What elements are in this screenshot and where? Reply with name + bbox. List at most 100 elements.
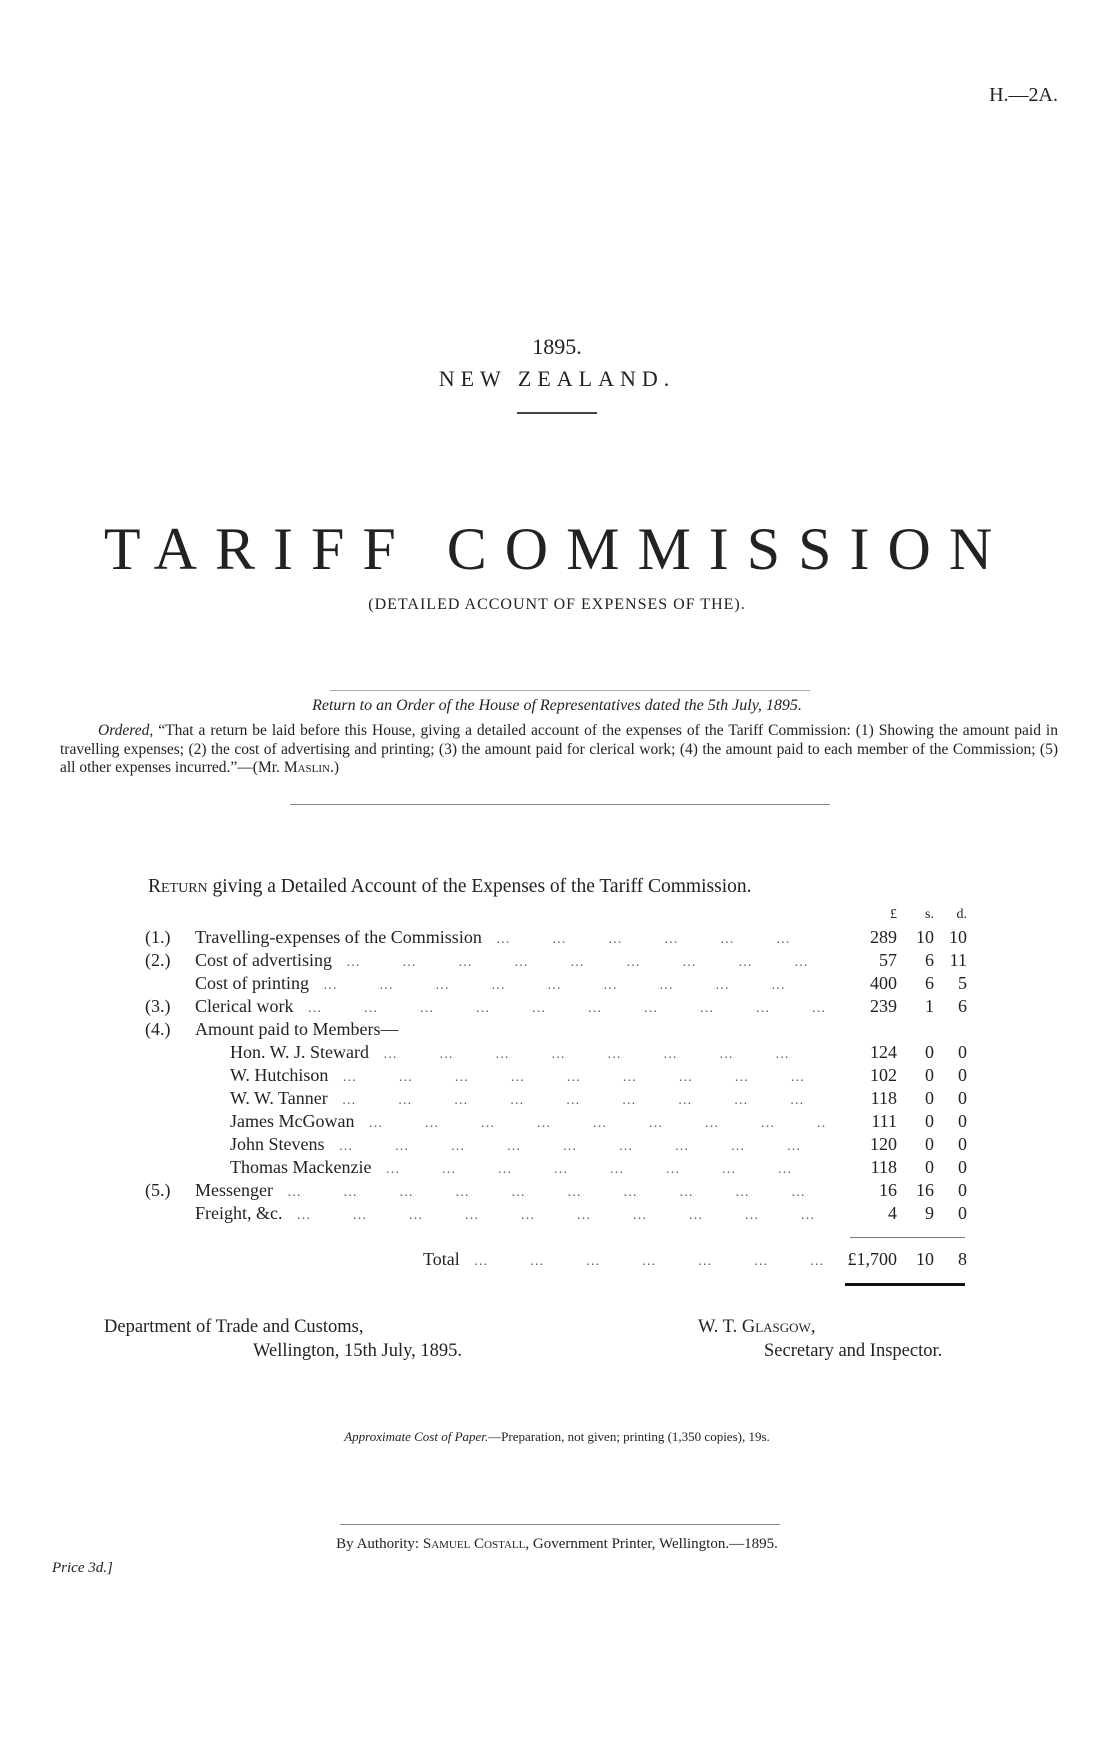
table-row: W. Hutchison … … … … … … … … … … … … … … … bbox=[145, 1064, 967, 1087]
item-number: (2.) bbox=[145, 950, 171, 970]
amount-shillings: 0 bbox=[925, 1042, 934, 1062]
item-number: (3.) bbox=[145, 996, 171, 1016]
return-title-sc: Return bbox=[148, 876, 208, 897]
table-row: (3.) Clerical work … … … … … … … … … … … …… bbox=[145, 995, 967, 1018]
amount-pence: 5 bbox=[958, 973, 967, 993]
table-row: Freight, &c. … … … … … … … … … … … … … … … bbox=[145, 1202, 967, 1225]
item-label: W. W. Tanner bbox=[230, 1088, 328, 1108]
amount-pence: 0 bbox=[958, 1065, 967, 1085]
year: 1895. bbox=[532, 334, 582, 359]
item-label: W. Hutchison bbox=[230, 1065, 329, 1085]
item-label: Amount paid to Members— bbox=[195, 1019, 399, 1039]
total-pence: 8 bbox=[958, 1249, 967, 1269]
amount-pence: 0 bbox=[958, 1042, 967, 1062]
table-row: (4.) Amount paid to Members— bbox=[145, 1018, 967, 1041]
signer-title: Secretary and Inspector. bbox=[764, 1341, 943, 1361]
amount-pounds: 124 bbox=[870, 1042, 897, 1062]
amount-pence: 0 bbox=[958, 1134, 967, 1154]
dot-leader: … … … … … … … … … … … … … … … … … … … … bbox=[346, 955, 827, 970]
department-line: Department of Trade and Customs, bbox=[104, 1317, 364, 1337]
amount-pounds: 118 bbox=[870, 1088, 897, 1108]
divider bbox=[290, 804, 830, 805]
amount-pounds: 57 bbox=[879, 950, 897, 970]
item-number: (5.) bbox=[145, 1180, 171, 1200]
total-shillings: 10 bbox=[916, 1249, 934, 1269]
amount-shillings: 0 bbox=[925, 1088, 934, 1108]
amount-shillings: 0 bbox=[925, 1134, 934, 1154]
page-title: TARIFF COMMISSION bbox=[103, 516, 1011, 582]
dot-leader: … … … … … … … … … … … … … … … … … … … … bbox=[368, 1116, 827, 1131]
item-label: James McGowan bbox=[230, 1111, 355, 1131]
country: NEW ZEALAND. bbox=[438, 366, 676, 391]
cost-note: Approximate Cost of Paper.—Preparation, … bbox=[0, 1429, 1114, 1445]
department-place-date: Wellington, 15th July, 1895. bbox=[253, 1341, 463, 1361]
table-row: John Stevens … … … … … … … … … … … … … … … bbox=[145, 1133, 967, 1156]
divider bbox=[340, 1524, 780, 1525]
pence-header: d. bbox=[956, 907, 968, 922]
amount-pence: 0 bbox=[958, 1111, 967, 1131]
amount-shillings: 16 bbox=[916, 1180, 934, 1200]
item-label: Hon. W. J. Steward bbox=[230, 1042, 369, 1062]
order-line: Return to an Order of the House of Repre… bbox=[312, 697, 802, 714]
return-title: Return giving a Detailed Account of the … bbox=[148, 876, 751, 898]
dot-leader: … … … … … … … … … … … … … … … … … … … … bbox=[383, 1047, 827, 1062]
total-row: Total … … … … … … … … … … … … … … … … … … bbox=[145, 1248, 967, 1271]
dot-leader: … … … … … … … … … … … … … … … … … … … … bbox=[341, 1093, 827, 1108]
total-pounds: £1,700 bbox=[847, 1249, 898, 1269]
divider bbox=[330, 690, 810, 691]
shillings-header: s. bbox=[925, 907, 934, 922]
amount-pounds: 400 bbox=[870, 973, 897, 993]
dot-leader: … … … … … … … … … … … … … … … … … … … … bbox=[385, 1162, 827, 1177]
ordered-paragraph: Ordered, “That a return be laid before t… bbox=[60, 722, 1058, 778]
dot-leader: … … … … … … … … … … … … … … … … … … … … bbox=[323, 978, 827, 993]
amount-pounds: 4 bbox=[888, 1203, 897, 1223]
table-row: (2.) Cost of advertising … … … … … … … … …… bbox=[145, 949, 967, 972]
amount-pence: 0 bbox=[958, 1203, 967, 1223]
item-label: Thomas Mackenzie bbox=[230, 1157, 372, 1177]
divider bbox=[517, 412, 597, 414]
amount-shillings: 10 bbox=[916, 927, 934, 947]
authority-line: By Authority: Samuel Costall, Government… bbox=[0, 1536, 1114, 1553]
price: Price 3d.] bbox=[52, 1560, 113, 1576]
item-label: John Stevens bbox=[230, 1134, 325, 1154]
item-label: Cost of advertising bbox=[195, 950, 332, 970]
amount-pence: 11 bbox=[949, 950, 967, 970]
signer-name: W. T. Glasgow, bbox=[698, 1317, 816, 1337]
dot-leader: … … … … … … … … … … … … … … … … … … … … bbox=[296, 1208, 828, 1223]
amount-shillings: 0 bbox=[925, 1065, 934, 1085]
item-label: Cost of printing bbox=[195, 973, 310, 993]
amount-pence: 0 bbox=[958, 1088, 967, 1108]
dot-leader: … … … … … … … … … … … … … … … … … … … … bbox=[342, 1070, 827, 1085]
item-number: (4.) bbox=[145, 1019, 171, 1039]
dot-leader: … … … … … … … … … … … … … … … … … … … … bbox=[307, 1001, 827, 1016]
amount-pence: 10 bbox=[949, 927, 967, 947]
document-reference: H.—2A. bbox=[989, 84, 1058, 106]
amount-shillings: 6 bbox=[925, 950, 934, 970]
table-row: James McGowan … … … … … … … … … … … … … …… bbox=[145, 1110, 967, 1133]
amount-shillings: 1 bbox=[925, 996, 934, 1016]
amount-pence: 6 bbox=[958, 996, 967, 1016]
amount-pounds: 16 bbox=[879, 1180, 897, 1200]
amount-pence: 0 bbox=[958, 1180, 967, 1200]
total-leader: … … … … … … … … … … … … … … … … … … … … bbox=[473, 1254, 827, 1269]
amount-pounds: 111 bbox=[871, 1111, 897, 1131]
amount-shillings: 0 bbox=[925, 1111, 934, 1131]
printer-name: Samuel Costall, bbox=[422, 1536, 530, 1552]
table-row: (1.) Travelling-expenses of the Commissio… bbox=[145, 926, 967, 949]
cost-label: Approximate Cost of Paper. bbox=[344, 1429, 489, 1444]
item-label: Travelling-expenses of the Commission bbox=[195, 927, 482, 947]
item-number: (1.) bbox=[145, 927, 171, 947]
return-title-text: giving a Detailed Account of the Expense… bbox=[207, 876, 752, 897]
ordered-label: Ordered, bbox=[98, 722, 154, 739]
item-label: Clerical work bbox=[195, 996, 294, 1016]
amount-pounds: 120 bbox=[870, 1134, 897, 1154]
authority-rest: Government Printer, Wellington.—1895. bbox=[529, 1536, 778, 1552]
cost-text: —Preparation, not given; printing (1,350… bbox=[488, 1429, 770, 1444]
amount-pence: 0 bbox=[958, 1157, 967, 1177]
dot-leader: … … … … … … … … … … … … … … … … … … … … bbox=[286, 1185, 827, 1200]
page-subtitle: (DETAILED ACCOUNT OF EXPENSES OF THE). bbox=[368, 596, 746, 613]
amount-shillings: 9 bbox=[925, 1203, 934, 1223]
table-row: Cost of printing … … … … … … … … … … … … … bbox=[145, 972, 967, 995]
dot-leader: … … … … … … … … … … … … … … … … … … … … bbox=[495, 932, 827, 947]
